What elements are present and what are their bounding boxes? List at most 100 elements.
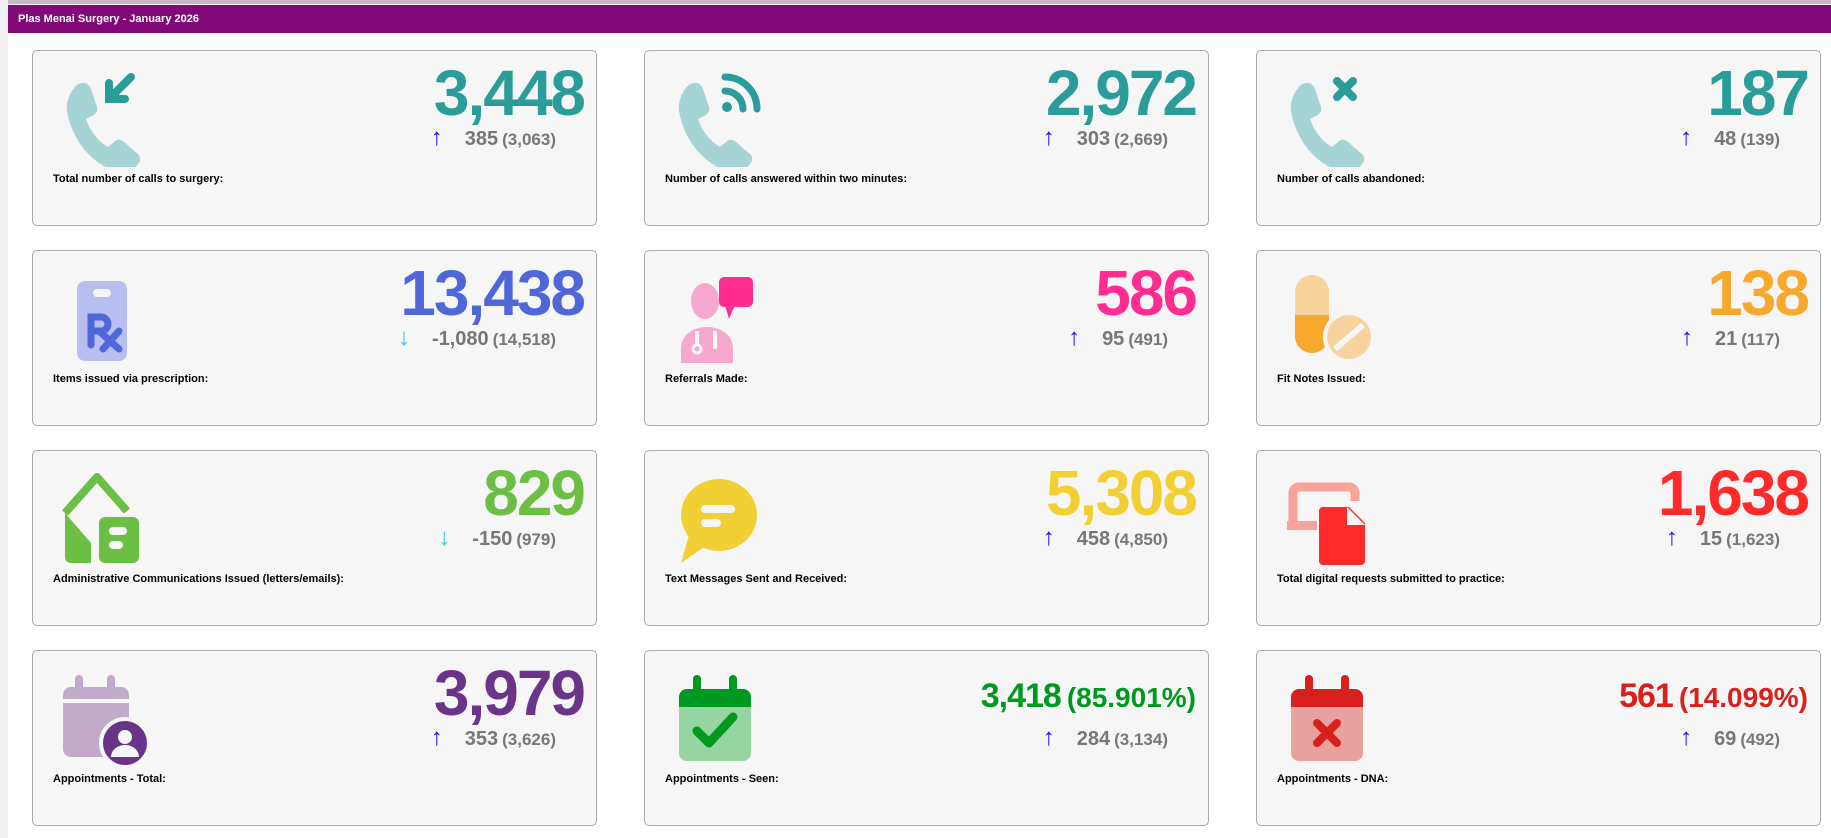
kpi-card: 561 (14.099%) ↑ 69 (492) Appointments - DNA: <box>1256 650 1821 826</box>
kpi-change: ↑ 353 (3,626) <box>431 723 556 755</box>
arrow-up-icon: ↑ <box>430 724 443 751</box>
kpi-value: 138 <box>1707 257 1810 329</box>
kpi-delta: 48 <box>1714 128 1737 150</box>
kpi-previous: (139) <box>1740 130 1780 149</box>
kpi-delta: 303 <box>1076 128 1111 150</box>
kpi-card: 138 ↑ 21 (117) Fit Notes Issued: <box>1256 250 1821 426</box>
kpi-delta: 458 <box>1076 528 1111 550</box>
kpi-card: 2,972 ↑ 303 (2,669) Number of calls answered… <box>644 50 1209 226</box>
kpi-card: 829 ↓ -150 (979) Administrative Communicatio… <box>32 450 597 626</box>
kpi-delta: 284 <box>1076 728 1111 750</box>
kpi-change: ↑ 15 (1,623) <box>1666 523 1780 555</box>
kpi-value-block: 3,448 <box>433 55 586 131</box>
kpi-change: ↑ 458 (4,850) <box>1043 523 1168 555</box>
kpi-previous: (492) <box>1740 730 1780 749</box>
kpi-delta: 21 <box>1715 328 1738 350</box>
left-edge <box>0 0 8 838</box>
top-edge <box>8 0 1831 4</box>
kpi-grid: 3,448 ↑ 385 (3,063) Total number of calls to… <box>32 50 1821 826</box>
kpi-previous: (1,623) <box>1726 530 1780 549</box>
kpi-value: 829 <box>483 457 586 529</box>
arrow-down-icon: ↓ <box>397 324 410 351</box>
kpi-value-block: 2,972 <box>1045 55 1198 131</box>
kpi-card: 1,638 ↑ 15 (1,623) Total digital requests su… <box>1256 450 1821 626</box>
kpi-value-block: 1,638 <box>1657 455 1810 531</box>
kpi-label: Number of calls abandoned: <box>1277 173 1425 185</box>
chat-bubble-icon <box>667 467 767 567</box>
kpi-change: ↑ 95 (491) <box>1068 323 1168 355</box>
kpi-value: 5,308 <box>1045 457 1198 529</box>
kpi-label: Fit Notes Issued: <box>1277 373 1366 385</box>
kpi-delta: 353 <box>464 728 499 750</box>
kpi-value-block: 561 (14.099%) <box>1619 671 1808 723</box>
digital-request-icon <box>1279 467 1379 567</box>
arrow-up-icon: ↑ <box>1680 724 1693 751</box>
kpi-previous: (4,850) <box>1114 530 1168 549</box>
arrow-up-icon: ↑ <box>1665 524 1678 551</box>
kpi-change: ↑ 21 (117) <box>1681 323 1780 355</box>
kpi-previous: (14,518) <box>492 330 556 349</box>
kpi-value: 13,438 <box>400 257 586 329</box>
kpi-value-block: 3,979 <box>434 655 586 731</box>
kpi-change: ↓ -1,080 (14,518) <box>398 323 556 355</box>
kpi-card: 3,979 ↑ 353 (3,626) Appointments - Total: <box>32 650 597 826</box>
arrow-up-icon: ↑ <box>1042 524 1055 551</box>
kpi-card: 187 ↑ 48 (139) Number of calls abandoned: <box>1256 50 1821 226</box>
kpi-delta: 15 <box>1699 528 1723 550</box>
kpi-delta: 95 <box>1102 328 1125 350</box>
arrow-down-icon: ↓ <box>438 524 451 551</box>
mail-house-icon <box>55 467 155 567</box>
kpi-value: 2,972 <box>1045 57 1198 129</box>
arrow-up-icon: ↑ <box>1068 324 1081 351</box>
kpi-value: 1,638 <box>1657 457 1810 529</box>
kpi-value-block: 3,418 (85.901%) <box>981 671 1196 723</box>
kpi-previous: (117) <box>1741 330 1780 349</box>
kpi-label: Number of calls answered within two minu… <box>665 173 908 185</box>
kpi-percent: (85.901%) <box>1066 682 1196 713</box>
prescription-icon <box>55 267 155 367</box>
kpi-change: ↑ 303 (2,669) <box>1043 123 1168 155</box>
arrow-up-icon: ↑ <box>1042 124 1055 151</box>
kpi-delta: -150 <box>472 528 513 550</box>
doctor-chat-icon <box>667 267 767 367</box>
kpi-label: Appointments - Total: <box>53 773 166 785</box>
calendar-check-icon <box>667 667 767 767</box>
kpi-value-block: 138 <box>1707 255 1810 331</box>
kpi-label: Appointments - DNA: <box>1277 773 1389 785</box>
kpi-value-block: 5,308 <box>1045 455 1198 531</box>
kpi-previous: (2,669) <box>1114 130 1168 149</box>
kpi-value: 187 <box>1707 57 1810 129</box>
kpi-label: Total digital requests submitted to prac… <box>1277 573 1505 585</box>
kpi-label: Referrals Made: <box>665 373 748 385</box>
kpi-previous: (3,134) <box>1114 730 1168 749</box>
kpi-label: Administrative Communications Issued (le… <box>53 573 344 585</box>
kpi-card: 3,418 (85.901%) ↑ 284 (3,134) Appointments - … <box>644 650 1209 826</box>
kpi-previous: (3,626) <box>502 730 556 749</box>
kpi-previous: (3,063) <box>502 130 556 149</box>
phone-missed-icon <box>1279 67 1379 172</box>
kpi-label: Items issued via prescription: <box>53 373 209 385</box>
arrow-up-icon: ↑ <box>1042 724 1055 751</box>
kpi-change: ↓ -150 (979) <box>438 523 556 555</box>
kpi-value-block: 187 <box>1707 55 1810 131</box>
kpi-delta: 385 <box>464 128 499 150</box>
kpi-card: 3,448 ↑ 385 (3,063) Total number of calls to… <box>32 50 597 226</box>
kpi-change: ↑ 48 (139) <box>1680 123 1780 155</box>
phone-signal-icon <box>667 67 767 172</box>
page-title: Plas Menai Surgery - January 2026 <box>8 5 1831 33</box>
kpi-card: 586 ↑ 95 (491) Referrals Made: <box>644 250 1209 426</box>
kpi-value: 3,418 <box>980 677 1062 715</box>
kpi-card: 13,438 ↓ -1,080 (14,518) Items issued via pr… <box>32 250 597 426</box>
kpi-value-block: 829 <box>483 455 586 531</box>
kpi-change: ↑ 385 (3,063) <box>431 123 556 155</box>
calendar-x-icon <box>1279 667 1379 767</box>
kpi-delta: 69 <box>1714 728 1737 750</box>
kpi-value: 586 <box>1095 257 1198 329</box>
arrow-up-icon: ↑ <box>1681 324 1693 351</box>
calendar-user-icon <box>55 667 155 769</box>
kpi-value-block: 13,438 <box>400 255 586 331</box>
kpi-value-block: 586 <box>1095 255 1198 331</box>
pills-icon <box>1279 267 1379 367</box>
kpi-label: Total number of calls to surgery: <box>53 173 224 185</box>
kpi-value: 3,448 <box>433 57 586 129</box>
